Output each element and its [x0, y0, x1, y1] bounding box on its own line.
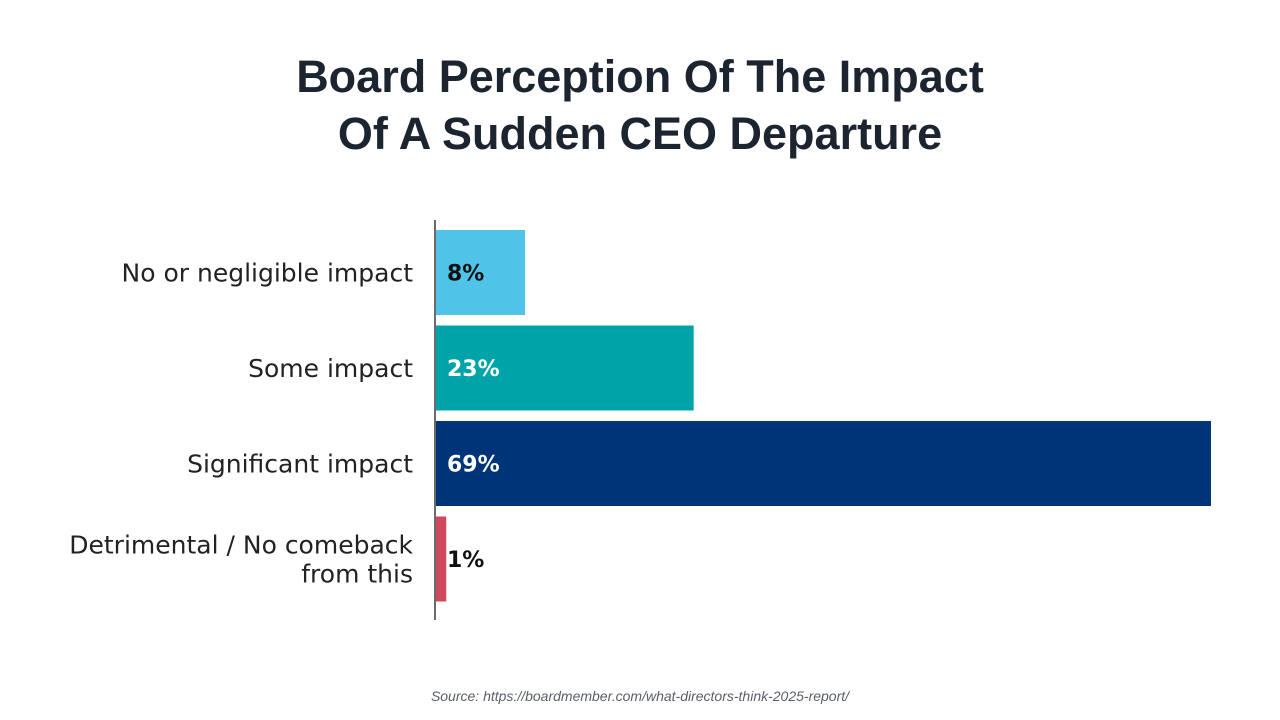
category-label-1: Some impact — [248, 354, 413, 383]
bar-3 — [435, 516, 447, 602]
chart-title-line-2: Of A Sudden CEO Departure — [337, 108, 943, 159]
bar-0 — [435, 230, 525, 315]
bar-1 — [435, 325, 694, 411]
bar-value-label-3: 1% — [447, 548, 484, 573]
bar-value-label-1: 23% — [447, 357, 500, 382]
source-note: Source: https://boardmember.com/what-dir… — [430, 688, 850, 704]
chart-title: Board Perception Of The Impact Of A Sudd… — [0, 48, 1280, 162]
bar-value-label-2: 69% — [447, 453, 500, 478]
category-label-3-line-1: from this — [301, 560, 413, 589]
bar-value-label-0: 8% — [447, 262, 484, 287]
category-label-0: No or negligible impact — [122, 259, 414, 288]
chart-title-line-1: Board Perception Of The Impact — [296, 51, 984, 102]
category-label-2: Significant impact — [187, 450, 413, 479]
bar-2 — [435, 421, 1211, 506]
category-label-3-line-0: Detrimental / No comeback — [69, 531, 413, 560]
